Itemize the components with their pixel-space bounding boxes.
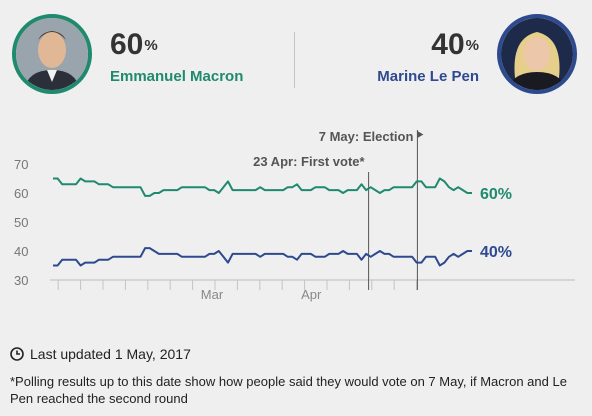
x-tick-label: Apr [301, 287, 322, 302]
macron-line [53, 177, 472, 197]
first-vote-label: 23 Apr: First vote* [253, 154, 365, 169]
portrait-icon [501, 18, 573, 90]
last-updated: Last updated 1 May, 2017 [10, 346, 191, 362]
x-tick-label: Mar [201, 287, 224, 302]
flag-icon [417, 131, 424, 138]
macron-percent: 60% [110, 28, 158, 61]
header-divider [294, 32, 295, 88]
lepen-name: Marine Le Pen [377, 68, 479, 85]
lepen-end-label: 40% [480, 244, 512, 261]
y-tick-label: 30 [14, 273, 28, 288]
clock-icon [10, 347, 24, 361]
election-label: 7 May: Election [319, 129, 414, 144]
portrait-icon [16, 18, 88, 90]
lepen-line [53, 247, 472, 267]
event-markers: 23 Apr: First vote* 7 May: Election [253, 129, 424, 290]
y-tick-label: 60 [14, 186, 28, 201]
y-tick-label: 50 [14, 215, 28, 230]
x-axis: Mar Apr [50, 279, 575, 302]
y-tick-label: 40 [14, 244, 28, 259]
lepen-percent: 40% [431, 28, 479, 61]
macron-name: Emmanuel Macron [110, 68, 244, 85]
series-lines: 60% 40% [53, 177, 512, 267]
last-updated-text: Last updated 1 May, 2017 [30, 346, 191, 362]
lepen-avatar [497, 14, 577, 94]
y-axis: 70 60 50 40 30 [14, 157, 28, 288]
y-tick-label: 70 [14, 157, 28, 172]
macron-end-label: 60% [480, 186, 512, 203]
poll-chart: 70 60 50 40 30 Mar Apr 23 Apr: First vote* 7 M… [14, 129, 575, 302]
footnote: *Polling results up to this date show ho… [10, 374, 567, 406]
macron-avatar [12, 14, 92, 94]
